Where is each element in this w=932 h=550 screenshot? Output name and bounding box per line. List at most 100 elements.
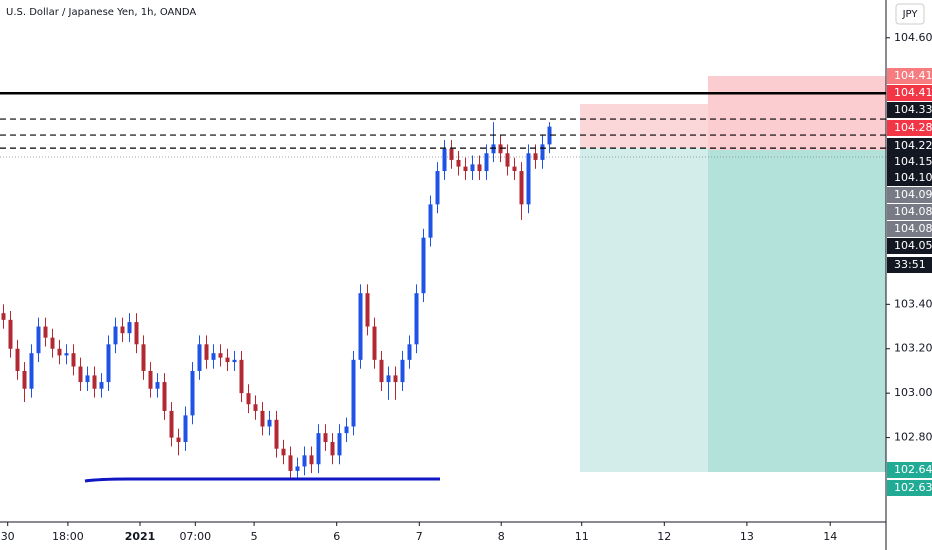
target-zone[interactable] xyxy=(580,148,708,472)
candle-body xyxy=(71,353,76,367)
candle-body xyxy=(414,293,419,345)
candle-body xyxy=(22,370,27,389)
price-tag-label: 102.644 xyxy=(894,463,932,476)
candle-body xyxy=(421,237,426,294)
candle-body xyxy=(64,353,69,356)
candle-body xyxy=(295,466,300,471)
x-tick-label: 07:00 xyxy=(179,530,211,543)
candle-body xyxy=(519,171,524,205)
candle-body xyxy=(57,348,62,356)
currency-button[interactable] xyxy=(895,3,925,25)
candle-body xyxy=(463,166,468,172)
candle-body xyxy=(155,382,160,389)
candle-body xyxy=(393,375,398,383)
price-tag-label: 104.415 xyxy=(894,69,932,82)
price-tag-label: 104.338 xyxy=(894,103,932,116)
candle-body xyxy=(50,337,55,349)
price-tag xyxy=(887,68,932,84)
candle-body xyxy=(498,144,503,154)
candle-body xyxy=(316,433,321,465)
candle-body xyxy=(246,393,251,405)
target-zone[interactable] xyxy=(708,150,886,472)
chart-title: U.S. Dollar / Japanese Yen, 1h, OANDA xyxy=(6,7,196,18)
candle-body xyxy=(400,359,405,383)
candle-body xyxy=(379,359,384,383)
x-tick-label: 8 xyxy=(498,530,505,543)
price-tag xyxy=(887,187,932,203)
candle-body xyxy=(204,344,209,360)
candle-body xyxy=(113,326,118,345)
candle-body xyxy=(99,382,104,389)
price-tag xyxy=(887,102,932,118)
candle-body xyxy=(127,322,132,334)
y-tick-label: 103.000 xyxy=(894,386,932,399)
x-tick-label: 30 xyxy=(1,530,15,543)
x-tick-label: 18:00 xyxy=(52,530,84,543)
x-tick-label: 2021 xyxy=(125,530,156,543)
x-tick-label: 6 xyxy=(333,530,340,543)
price-tag xyxy=(887,120,932,136)
candle-body xyxy=(120,326,125,334)
candle-body xyxy=(92,375,97,389)
candle-body xyxy=(358,293,363,360)
price-tag xyxy=(887,238,932,254)
price-tag-label: 104.082 xyxy=(894,222,932,235)
candle-body xyxy=(526,153,531,205)
price-tag-label: 102.632 xyxy=(894,481,932,494)
candle-body xyxy=(106,344,111,383)
candle-body xyxy=(253,404,258,411)
candle-body xyxy=(218,353,223,358)
candle-body xyxy=(351,359,356,427)
candle-body xyxy=(477,164,482,172)
candle-body xyxy=(372,326,377,360)
plot-area xyxy=(1,122,552,478)
candle-body xyxy=(36,326,41,354)
candle-body xyxy=(1,313,6,320)
price-tag xyxy=(887,138,932,154)
y-tick-label: 103.200 xyxy=(894,342,932,355)
candle-body xyxy=(239,359,244,394)
currency-button-label[interactable]: JPY xyxy=(902,9,919,20)
candle-body xyxy=(337,433,342,456)
candle-body xyxy=(260,410,265,427)
x-tick-label: 5 xyxy=(251,530,258,543)
candle-body xyxy=(288,455,293,471)
candle-body xyxy=(8,319,13,349)
candle-body xyxy=(267,419,272,427)
x-tick-label: 14 xyxy=(823,530,837,543)
y-tick-label: 104.600 xyxy=(894,31,932,44)
candle-body xyxy=(365,293,370,327)
x-tick-label: 7 xyxy=(416,530,423,543)
price-tag-label: 104.411 xyxy=(894,86,932,99)
candle-body xyxy=(232,359,237,363)
price-tag-label: 104.221 xyxy=(894,139,932,152)
candle-body xyxy=(85,375,90,383)
stop-zone[interactable] xyxy=(580,104,708,148)
candle-body xyxy=(512,166,517,172)
x-tick-label: 12 xyxy=(657,530,671,543)
candle-body xyxy=(134,322,139,345)
candle-body xyxy=(43,326,48,338)
price-tag-label: 104.084 xyxy=(894,205,932,218)
support-line[interactable] xyxy=(84,477,440,483)
candle-body xyxy=(491,144,496,154)
candle-body xyxy=(407,344,412,360)
candle-body xyxy=(533,153,538,160)
candle-body xyxy=(449,148,454,160)
price-tag-label: 104.288 xyxy=(894,121,932,134)
candle-body xyxy=(169,410,174,438)
candle-body xyxy=(484,153,489,172)
price-tag xyxy=(887,221,932,237)
x-tick-label: 11 xyxy=(575,530,589,543)
stop-zone[interactable] xyxy=(708,76,886,150)
candle-body xyxy=(456,159,461,167)
candle-body xyxy=(442,148,447,172)
price-tag-label: 104.151 xyxy=(894,155,932,168)
price-tag xyxy=(887,257,932,273)
price-tag xyxy=(887,85,932,101)
price-tag-label: 104.056 xyxy=(894,239,932,252)
candle-body xyxy=(190,370,195,416)
candle-body xyxy=(386,375,391,383)
candle-body xyxy=(547,126,552,145)
